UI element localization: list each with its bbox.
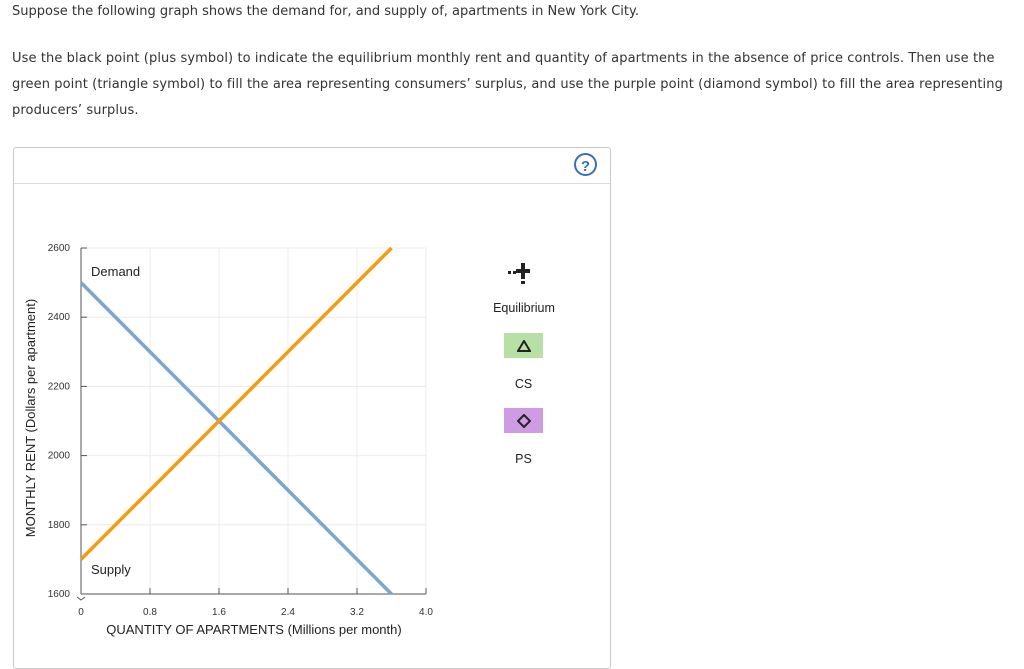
equilibrium-tool[interactable] [507, 260, 537, 286]
ps-label: PS [515, 452, 532, 466]
curve-supply [79, 246, 393, 561]
y-tick-label: 1800 [48, 520, 71, 531]
cs-tool[interactable] [504, 333, 543, 358]
curve-label-demand: Demand [91, 264, 140, 279]
equilibrium-label: Equilibrium [493, 301, 555, 315]
chart-grid [81, 247, 427, 594]
cs-swatch [504, 333, 543, 358]
chart: 1600 1800 2000 2200 2400 2600 0 0.8 1.6 2.4 3.2 4.0… [23, 243, 434, 637]
ps-swatch [504, 408, 543, 433]
y-tick-label: 2200 [48, 381, 71, 392]
y-tick-label: 2000 [48, 451, 71, 462]
x-tick-label: 0 [78, 607, 84, 618]
triangle-icon [516, 339, 531, 352]
axis-break-marker [76, 596, 86, 601]
help-icon[interactable]: ? [574, 153, 597, 176]
y-tick-label: 1600 [48, 589, 71, 600]
y-tick-label: 2400 [48, 312, 71, 323]
curve-label-supply: Supply [91, 562, 131, 577]
x-axis-title: QUANTITY OF APARTMENTS (Millions per mon… [106, 622, 401, 637]
x-tick-label: 0.8 [143, 607, 157, 618]
cs-label: CS [514, 377, 533, 391]
diamond-icon [516, 413, 531, 428]
x-tick-label: 2.4 [281, 607, 295, 618]
y-tick-label: 2600 [48, 243, 71, 254]
question-instructions: Use the black point (plus symbol) to ind… [12, 51, 1003, 118]
curve-demand [79, 281, 393, 596]
chart-axes [76, 248, 426, 601]
ps-tool[interactable] [504, 408, 543, 433]
chart-curves [79, 246, 393, 596]
y-axis-title: MONTHLY RENT (Dollars per apartment) [23, 299, 38, 537]
graph-panel: ? 1600 1800 2000 2200 2400 2600 0 0.8 1.6 2.4 3.2 4… [13, 147, 611, 669]
x-tick-label: 1.6 [212, 607, 226, 618]
question-intro: Suppose the following graph shows the de… [12, 4, 639, 19]
panel-header-divider [14, 183, 610, 184]
plus-icon [508, 263, 530, 284]
x-tick-label: 4.0 [419, 607, 433, 618]
chart-ticks: 1600 1800 2000 2200 2400 2600 0 0.8 1.6 2.4 3.2 4.0 [48, 243, 434, 618]
x-tick-label: 3.2 [350, 607, 364, 618]
